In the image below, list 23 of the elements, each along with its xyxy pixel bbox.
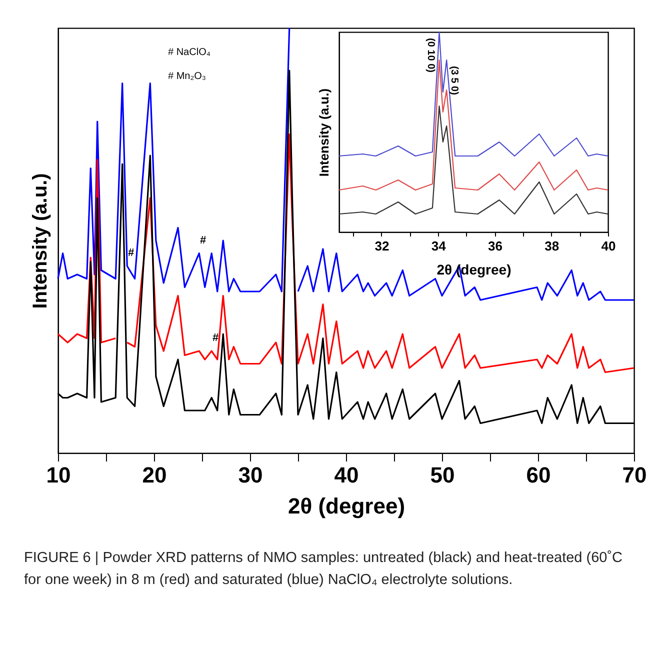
caption: FIGURE 6 | Powder XRD patterns of NMO samples: untreated (black) and heat-treated (60˚C for one week) in 8 m (red) and saturated (blue) NaClO₄ electrolyte solutions. — [24, 549, 624, 590]
annotation: # — [212, 332, 219, 344]
y-axis-title: Intensity (a.u.) — [30, 173, 52, 309]
x-tick-label: 32 — [374, 238, 390, 254]
annotation: # — [200, 234, 206, 246]
annotation: (0 10 0) — [425, 38, 436, 72]
x-tick-label: 60 — [526, 462, 551, 488]
annotation: # — [128, 247, 134, 259]
x-axis-title: 2θ (degree) — [288, 494, 406, 518]
x-tick-label: 40 — [601, 238, 616, 254]
x-tick-label: 30 — [238, 462, 263, 488]
x-tick-label: 70 — [622, 462, 647, 488]
x-tick-label: 50 — [430, 462, 455, 488]
x-tick-label: 38 — [544, 238, 560, 254]
x-tick-label: 36 — [488, 238, 502, 254]
y-axis-title: Intensity (a.u.) — [316, 88, 332, 177]
annotation: # Mn₂O₃ — [168, 71, 206, 82]
x-tick-label: 20 — [142, 462, 167, 488]
annotation: # NaClO₄ — [168, 47, 210, 58]
annotation: (3 5 0) — [448, 66, 460, 95]
x-tick-label: 10 — [46, 462, 71, 488]
x-tick-label: 34 — [431, 238, 447, 254]
x-tick-label: 40 — [334, 462, 359, 488]
